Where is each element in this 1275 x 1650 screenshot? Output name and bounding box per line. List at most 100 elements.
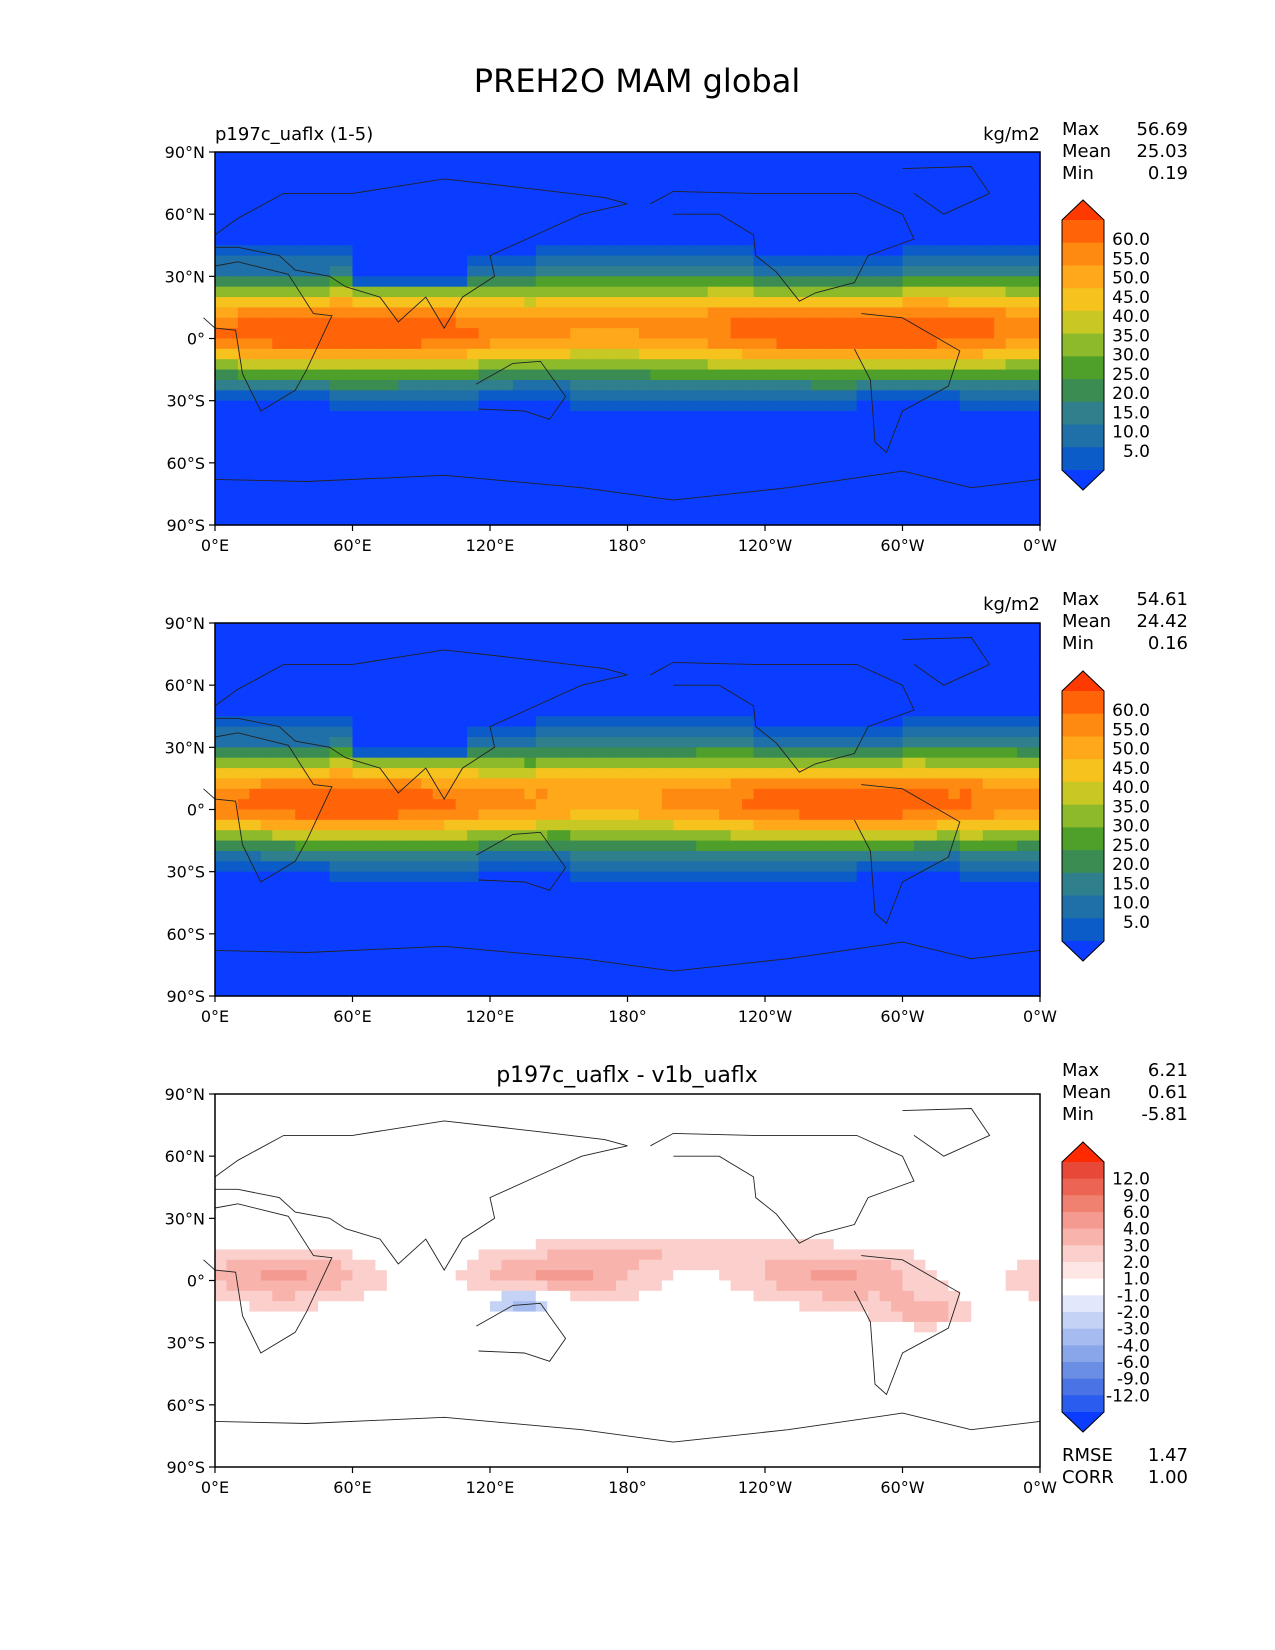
- grid-cell: [673, 255, 686, 267]
- grid-cell: [902, 892, 915, 904]
- grid-cell: [524, 850, 537, 862]
- grid-cell: [959, 307, 972, 319]
- grid-cell: [341, 265, 354, 277]
- grid-cell: [799, 654, 812, 666]
- grid-cell: [524, 172, 537, 184]
- grid-cell: [444, 882, 457, 893]
- grid-cell: [868, 317, 881, 329]
- grid-cell: [787, 850, 800, 862]
- grid-cell: [363, 442, 377, 454]
- grid-cell: [398, 726, 411, 738]
- grid-cell: [1017, 338, 1030, 350]
- grid-cell: [260, 788, 273, 800]
- grid-cell: [696, 328, 709, 340]
- grid-cell: [535, 695, 548, 707]
- grid-cell: [1017, 307, 1030, 319]
- grid-cell: [627, 483, 640, 495]
- grid-cell: [959, 359, 972, 371]
- grid-cell: [375, 421, 388, 433]
- grid-cell: [341, 203, 354, 215]
- grid-cell: [753, 276, 766, 288]
- grid-cell: [409, 954, 422, 966]
- grid-cell: [444, 390, 457, 402]
- grid-cell: [398, 861, 411, 873]
- grid-cell: [237, 623, 250, 634]
- grid-cell: [329, 255, 342, 267]
- panel-1-colorbar: 60.055.050.045.040.035.030.025.020.015.0…: [1061, 199, 1150, 491]
- x-tick-label: 0°W: [1023, 536, 1057, 555]
- grid-cell: [822, 799, 835, 811]
- grid-cell: [879, 483, 892, 495]
- grid-cell: [650, 286, 663, 298]
- grid-cell: [730, 747, 743, 759]
- grid-cell: [1005, 224, 1018, 236]
- grid-cell: [237, 359, 250, 371]
- grid-cell: [386, 193, 399, 205]
- x-tick-label: 60°W: [880, 536, 924, 555]
- grid-cell: [283, 902, 296, 914]
- grid-cell: [593, 840, 606, 852]
- grid-cell: [1028, 359, 1041, 371]
- grid-cell: [833, 633, 846, 645]
- grid-cell: [1005, 654, 1018, 666]
- grid-cell: [409, 882, 422, 893]
- grid-cell: [822, 871, 835, 883]
- grid-cell: [1017, 654, 1030, 666]
- grid-cell: [948, 307, 961, 319]
- grid-cell: [363, 152, 377, 163]
- grid-cell: [375, 778, 388, 790]
- grid-cell: [707, 685, 720, 697]
- grid-cell: [283, 664, 296, 676]
- grid-cell: [386, 736, 399, 748]
- grid-cell: [237, 902, 250, 914]
- grid-cell: [432, 736, 445, 748]
- grid-cell: [226, 514, 239, 526]
- grid-cell: [1005, 442, 1018, 454]
- grid-cell: [272, 902, 285, 914]
- grid-cell: [283, 933, 296, 945]
- grid-cell: [547, 514, 560, 526]
- grid-cell: [616, 933, 629, 945]
- grid-cell: [684, 705, 697, 717]
- grid-cell: [1005, 788, 1018, 800]
- grid-cell: [455, 685, 468, 697]
- grid-cell: [341, 379, 354, 391]
- grid-cell: [409, 317, 422, 329]
- grid-cell: [948, 297, 961, 309]
- grid-cell: [650, 830, 663, 842]
- grid-cell: [753, 685, 766, 697]
- grid-cell: [341, 716, 354, 728]
- grid-cell: [215, 923, 228, 935]
- grid-cell: [295, 431, 308, 443]
- grid-cell: [581, 840, 594, 852]
- grid-cell: [226, 234, 239, 246]
- grid-cell: [421, 871, 434, 883]
- grid-cell: [237, 799, 250, 811]
- grid-cell: [318, 840, 331, 852]
- grid-cell: [1017, 514, 1030, 526]
- grid-cell: [306, 705, 319, 717]
- grid-cell: [226, 224, 239, 236]
- grid-cell: [902, 152, 915, 163]
- grid-cell: [948, 944, 961, 956]
- panel-1-title: p197c_uaflx (1-5): [215, 124, 373, 145]
- grid-cell: [386, 172, 399, 184]
- grid-cell: [673, 328, 686, 340]
- grid-cell: [329, 923, 342, 935]
- grid-cell: [386, 695, 399, 707]
- grid-cell: [627, 214, 640, 226]
- grid-cell: [776, 338, 789, 350]
- grid-cell: [776, 431, 789, 443]
- grid-cell: [627, 861, 640, 873]
- grid-cell: [501, 411, 514, 422]
- grid-cell: [386, 255, 399, 267]
- grid-cell: [822, 172, 835, 184]
- grid-cell: [535, 944, 548, 956]
- grid-cell: [432, 431, 445, 443]
- grid-cell: [467, 861, 480, 873]
- grid-cell: [604, 726, 617, 738]
- grid-cell: [535, 152, 548, 163]
- grid-cell: [215, 788, 228, 800]
- grid-cell: [1005, 286, 1018, 298]
- grid-cell: [925, 504, 938, 516]
